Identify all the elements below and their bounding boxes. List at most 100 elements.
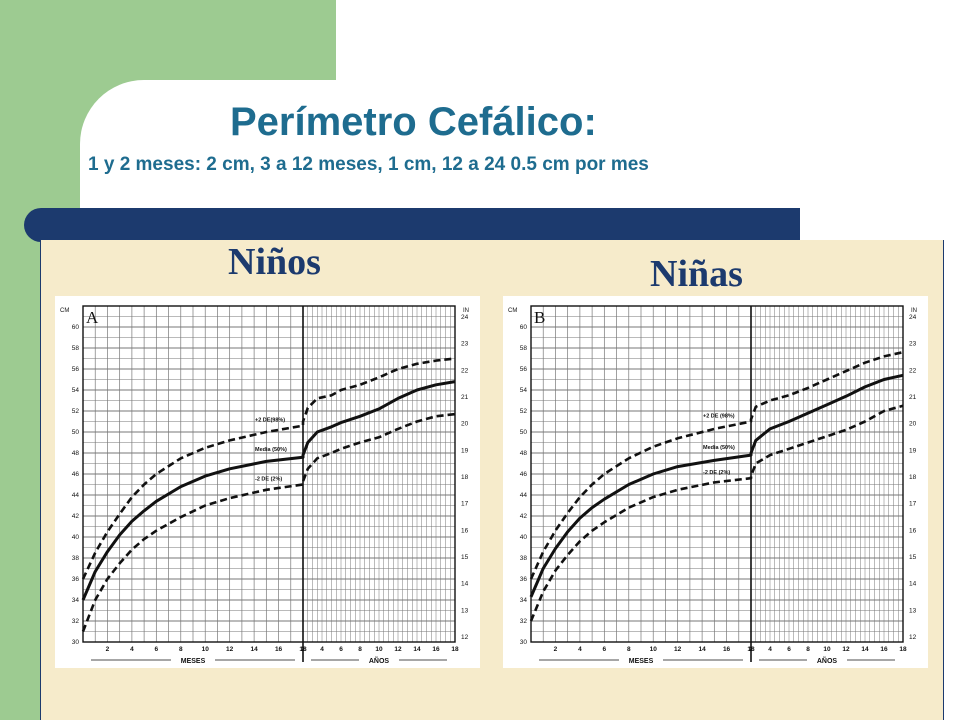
y-tick-in: 20 (461, 421, 469, 428)
x-tick-year: 6 (339, 646, 343, 653)
y-tick-cm: 38 (520, 555, 528, 562)
boys-head-circumference-chart: ACM IN30323436384042444648505254565860121… (55, 296, 480, 668)
series-line-3 (81, 412, 456, 632)
series-label-1: +2 DE(98%) (255, 418, 285, 424)
series-line-2 (81, 380, 456, 601)
y-tick-cm: 46 (72, 471, 80, 478)
y-tick-in: 22 (909, 367, 917, 374)
y-tick-cm: 38 (72, 555, 80, 562)
x-tick-year: 14 (413, 646, 421, 653)
series-label-3: -2 DE (2%) (255, 477, 282, 483)
y-tick-in: 21 (461, 394, 469, 401)
y-tick-cm: 36 (520, 576, 528, 583)
y-tick-in: 17 (461, 501, 469, 508)
y-tick-cm: 34 (72, 597, 80, 604)
y-tick-cm: 32 (520, 618, 528, 625)
y-tick-cm: 54 (72, 387, 80, 394)
y-tick-cm: 44 (520, 492, 528, 499)
y-tick-in: 12 (909, 634, 917, 641)
y-tick-in: 19 (461, 447, 469, 454)
y-tick-cm: 52 (520, 408, 528, 415)
plot-frame (530, 305, 904, 643)
x-tick-month: 10 (202, 646, 210, 653)
x-tick-month: 18 (299, 646, 307, 653)
x-tick-month: 2 (554, 646, 558, 653)
x-tick-month: 4 (578, 646, 582, 653)
x-tick-month: 6 (603, 646, 607, 653)
y-tick-cm: 44 (72, 492, 80, 499)
x-tick-year: 4 (768, 646, 772, 653)
x-axis-label-years: AÑOS (369, 656, 390, 665)
left-unit-label: CM (60, 308, 69, 314)
x-tick-year: 18 (899, 646, 907, 653)
plot-frame (82, 305, 456, 643)
y-tick-in: 15 (461, 554, 469, 561)
right-unit-label: IN (463, 308, 469, 314)
x-axis-label-years: AÑOS (817, 656, 838, 665)
y-tick-in: 18 (909, 474, 917, 481)
y-tick-cm: 34 (520, 597, 528, 604)
y-tick-in: 13 (909, 607, 917, 614)
y-tick-in: 12 (461, 634, 469, 641)
y-tick-in: 19 (909, 447, 917, 454)
series-line-2 (529, 373, 904, 598)
y-tick-cm: 30 (72, 639, 80, 646)
series-line-1 (529, 350, 904, 580)
months-label-bg (619, 655, 663, 665)
x-tick-year: 8 (358, 646, 362, 653)
y-tick-cm: 40 (72, 534, 80, 541)
y-tick-cm: 46 (520, 471, 528, 478)
x-tick-year: 14 (861, 646, 869, 653)
y-tick-cm: 42 (72, 513, 80, 520)
y-tick-cm: 58 (520, 345, 528, 352)
y-tick-cm: 56 (520, 366, 528, 373)
y-tick-in: 13 (461, 607, 469, 614)
x-tick-month: 12 (674, 646, 682, 653)
x-tick-year: 12 (842, 646, 850, 653)
x-tick-month: 2 (106, 646, 110, 653)
left-unit-label: CM (508, 308, 517, 314)
girls-label: Niñas (650, 253, 743, 295)
x-tick-year: 10 (823, 646, 831, 653)
y-tick-cm: 60 (520, 324, 528, 331)
y-tick-in: 14 (909, 581, 917, 588)
panel-letter: B (534, 308, 545, 327)
y-tick-cm: 56 (72, 366, 80, 373)
series-label-2: Media (50%) (703, 445, 735, 451)
x-tick-year: 10 (375, 646, 383, 653)
title-panel (80, 80, 960, 208)
years-label-bg (359, 655, 399, 665)
x-tick-month: 14 (250, 646, 258, 653)
y-tick-in: 23 (909, 341, 917, 348)
navy-header-bar (24, 208, 800, 242)
x-tick-month: 14 (698, 646, 706, 653)
x-tick-year: 2 (749, 646, 753, 653)
y-tick-cm: 32 (72, 618, 80, 625)
x-tick-month: 10 (650, 646, 658, 653)
y-tick-cm: 50 (520, 429, 528, 436)
panel-letter: A (86, 308, 99, 327)
series-label-1: +2 DE (98%) (703, 414, 735, 420)
x-axis-label-months: MESES (629, 658, 654, 665)
x-axis-label-months: MESES (181, 658, 206, 665)
x-tick-month: 6 (155, 646, 159, 653)
y-tick-cm: 40 (520, 534, 528, 541)
y-tick-cm: 42 (520, 513, 528, 520)
x-tick-year: 6 (787, 646, 791, 653)
y-tick-cm: 36 (72, 576, 80, 583)
x-tick-year: 16 (432, 646, 440, 653)
months-label-bg (171, 655, 215, 665)
series-label-2: Media (50%) (255, 447, 287, 453)
y-tick-in: 18 (461, 474, 469, 481)
series-line-1 (81, 357, 456, 580)
x-tick-year: 8 (806, 646, 810, 653)
y-tick-cm: 60 (72, 324, 80, 331)
x-tick-month: 16 (723, 646, 731, 653)
y-tick-in: 22 (461, 367, 469, 374)
series-label-3: -2 DE (2%) (703, 470, 730, 476)
x-tick-year: 2 (301, 646, 305, 653)
girls-head-circumference-chart: BCM IN30323436384042444648505254565860121… (503, 296, 928, 668)
x-tick-month: 16 (275, 646, 283, 653)
right-unit-label: IN (911, 308, 917, 314)
y-tick-cm: 54 (520, 387, 528, 394)
